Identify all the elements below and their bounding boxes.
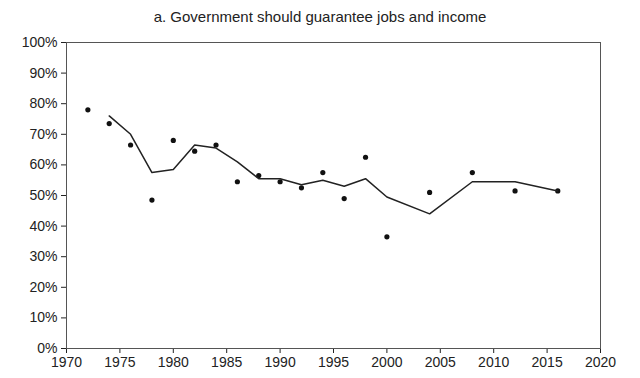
html-text:a. Government should guarantee: a. Government should guarantee jobs and … bbox=[153, 8, 487, 25]
svg-text:1990: 1990 bbox=[265, 354, 296, 370]
svg-text:1995: 1995 bbox=[318, 354, 349, 370]
svg-text:0%: 0% bbox=[37, 340, 58, 356]
svg-text:2015: 2015 bbox=[532, 354, 563, 370]
svg-text:2000: 2000 bbox=[371, 354, 402, 370]
svg-text:30%: 30% bbox=[29, 248, 57, 264]
svg-text:1970: 1970 bbox=[51, 354, 82, 370]
svg-text:1975: 1975 bbox=[104, 354, 135, 370]
svg-text:50%: 50% bbox=[29, 187, 57, 203]
svg-text:90%: 90% bbox=[29, 65, 57, 81]
svg-text:10%: 10% bbox=[29, 309, 57, 325]
svg-text:100%: 100% bbox=[22, 34, 58, 50]
svg-text:20%: 20% bbox=[29, 279, 57, 295]
svg-text:2020: 2020 bbox=[585, 354, 616, 370]
svg-text:2005: 2005 bbox=[425, 354, 456, 370]
svg-text:1980: 1980 bbox=[158, 354, 189, 370]
svg-text:70%: 70% bbox=[29, 126, 57, 142]
svg-text:40%: 40% bbox=[29, 218, 57, 234]
svg-text:80%: 80% bbox=[29, 95, 57, 111]
svg-text:1985: 1985 bbox=[211, 354, 242, 370]
svg-text:2010: 2010 bbox=[478, 354, 509, 370]
svg-text:60%: 60% bbox=[29, 156, 57, 172]
